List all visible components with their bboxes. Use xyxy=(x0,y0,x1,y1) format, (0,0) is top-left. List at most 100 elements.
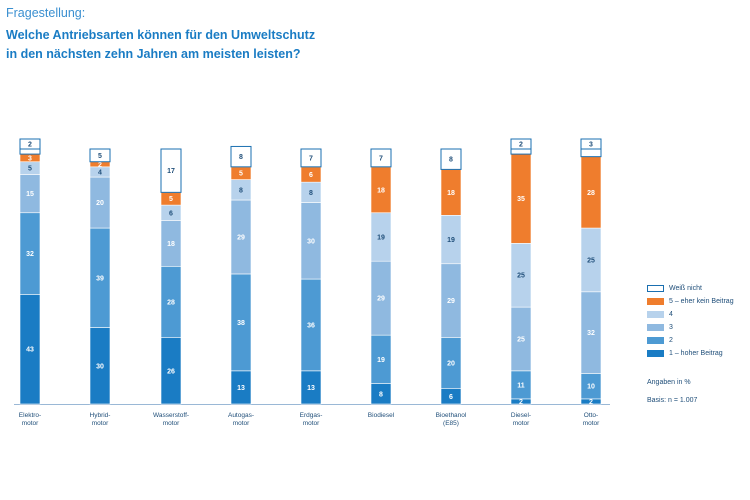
legend-swatch xyxy=(647,285,664,292)
category-label: Biodiesel xyxy=(368,412,395,419)
category-label: Elektro- xyxy=(19,412,41,419)
data-label: 25 xyxy=(587,257,595,264)
data-label: 8 xyxy=(379,391,383,398)
data-label: 6 xyxy=(309,172,313,179)
category-label: motor xyxy=(22,420,39,427)
data-label: 19 xyxy=(447,237,455,244)
data-label: 18 xyxy=(447,190,455,197)
bar-segment-weiss_nicht xyxy=(510,148,532,155)
category-label: motor xyxy=(303,420,320,427)
data-label: 2 xyxy=(28,142,32,149)
legend-label: 4 xyxy=(669,311,673,318)
data-label: 28 xyxy=(587,190,595,197)
data-label: 30 xyxy=(96,363,104,370)
category-label: Wasserstoff- xyxy=(153,412,189,419)
data-label: 8 xyxy=(309,190,313,197)
data-label: 3 xyxy=(589,142,593,149)
category-label: Autogas- xyxy=(228,412,254,419)
bar-segment-weiss_nicht xyxy=(580,148,602,158)
data-label: 5 xyxy=(169,196,173,203)
data-label: 13 xyxy=(307,385,315,392)
data-label: 13 xyxy=(237,385,245,392)
data-label: 19 xyxy=(377,357,385,364)
legend-swatch xyxy=(647,324,664,331)
bar-segment-weiss_nicht xyxy=(19,148,41,155)
legend-item: 1 – hoher Beitrag xyxy=(647,349,750,359)
data-label: 39 xyxy=(96,275,104,282)
data-label: 5 xyxy=(98,153,102,160)
data-label: 15 xyxy=(26,191,34,198)
data-label: 25 xyxy=(517,336,525,343)
legend-item: 3 xyxy=(647,323,750,333)
data-label: 2 xyxy=(589,399,593,406)
data-label: 29 xyxy=(377,296,385,303)
legend-swatch xyxy=(647,298,664,305)
data-label: 43 xyxy=(26,347,34,354)
legend-item: Weiß nicht xyxy=(647,284,750,294)
data-label: 35 xyxy=(517,196,525,203)
category-label: (E85) xyxy=(443,420,459,427)
bar-segment-weiss_nicht xyxy=(300,148,322,168)
data-label: 19 xyxy=(377,234,385,241)
weiss-nicht-box xyxy=(510,138,532,150)
legend-item: 5 – eher kein Beitrag xyxy=(647,297,750,307)
data-label: 30 xyxy=(307,238,315,245)
data-label: 5 xyxy=(239,171,243,178)
data-label: 26 xyxy=(167,368,175,375)
data-label: 8 xyxy=(239,154,243,161)
question-label: Fragestellung: xyxy=(6,6,86,20)
data-label: 4 xyxy=(98,169,102,176)
category-label: motor xyxy=(233,420,250,427)
data-label: 6 xyxy=(169,210,173,217)
data-label: 7 xyxy=(379,155,383,162)
data-label: 7 xyxy=(309,155,313,162)
chart-title: Welche Antriebsarten können für den Umwe… xyxy=(6,28,316,61)
category-label: Erdgas- xyxy=(300,412,323,419)
legend-swatch xyxy=(647,311,664,318)
legend-label: 5 – eher kein Beitrag xyxy=(669,298,734,305)
data-label: 2 xyxy=(519,142,523,149)
legend-swatch xyxy=(647,350,664,357)
category-label: Otto- xyxy=(584,412,598,419)
data-label: 18 xyxy=(167,241,175,248)
legend-item: 4 xyxy=(647,310,750,320)
data-label: 6 xyxy=(449,394,453,401)
category-label: motor xyxy=(583,420,600,427)
data-label: 8 xyxy=(449,157,453,164)
category-label: motor xyxy=(163,420,180,427)
legend-item: 2 xyxy=(647,336,750,346)
bar-segment-weiss_nicht xyxy=(160,148,182,193)
data-label: 38 xyxy=(237,320,245,327)
bar-segment-weiss_nicht xyxy=(440,148,462,170)
weiss-nicht-box xyxy=(580,138,602,150)
legend-swatch xyxy=(647,337,664,344)
data-label: 17 xyxy=(167,168,175,175)
data-label: 29 xyxy=(447,298,455,305)
data-label: 3 xyxy=(28,155,32,162)
legend-label: Weiß nicht xyxy=(669,285,702,292)
data-label: 32 xyxy=(26,251,34,258)
legend-label: 2 xyxy=(669,337,673,344)
weiss-nicht-box xyxy=(19,138,41,150)
category-label: Diesel- xyxy=(511,412,531,419)
bar-segment-weiss_nicht xyxy=(370,148,392,168)
data-label: 20 xyxy=(447,361,455,368)
unit-note: Angaben in % xyxy=(647,379,691,386)
data-label: 20 xyxy=(96,200,104,207)
data-label: 2 xyxy=(519,399,523,406)
data-label: 36 xyxy=(307,322,315,329)
bar-segment-weiss_nicht xyxy=(230,145,252,168)
data-label: 18 xyxy=(377,187,385,194)
category-label: motor xyxy=(92,420,109,427)
data-label: 10 xyxy=(587,384,595,391)
data-label: 28 xyxy=(167,300,175,307)
data-label: 29 xyxy=(237,234,245,241)
data-label: 25 xyxy=(517,273,525,280)
bar-segment-weiss_nicht xyxy=(89,148,111,163)
data-label: 5 xyxy=(28,166,32,173)
category-label: Bioethanol xyxy=(436,412,467,419)
legend-label: 1 – hoher Beitrag xyxy=(669,350,723,357)
data-label: 32 xyxy=(587,330,595,337)
category-label: motor xyxy=(513,420,530,427)
